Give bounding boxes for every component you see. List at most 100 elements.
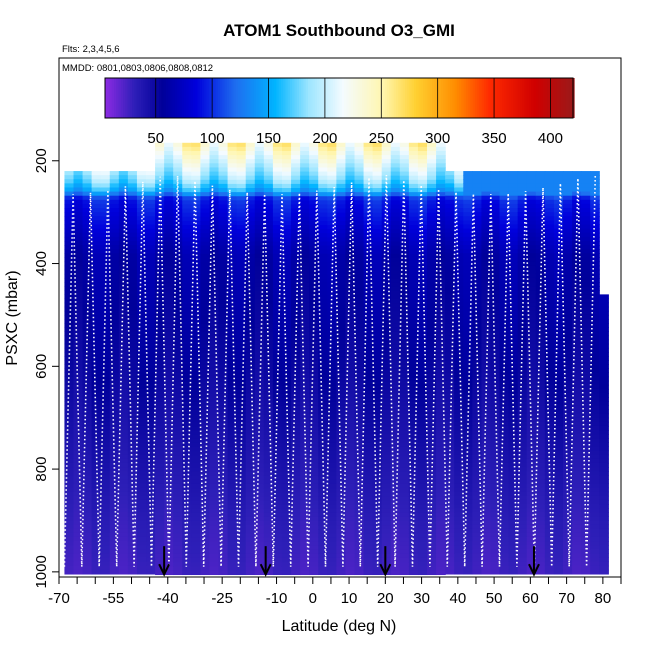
- heatmap-cell: [227, 496, 238, 502]
- heatmap-cell: [354, 336, 365, 341]
- heatmap-cell: [363, 364, 374, 370]
- heatmap-cell: [109, 545, 120, 550]
- heatmap-cell: [118, 331, 129, 337]
- heatmap-cell: [118, 356, 129, 361]
- heatmap-cell: [209, 146, 220, 152]
- heatmap-cell: [490, 195, 501, 201]
- heatmap-cell: [472, 175, 482, 180]
- heatmap-cell: [481, 175, 492, 180]
- heatmap-cell: [309, 557, 319, 563]
- heatmap-cell: [182, 245, 192, 251]
- heatmap-cell: [417, 159, 428, 164]
- heatmap-cell: [481, 335, 492, 341]
- heatmap-cell: [82, 343, 93, 349]
- heatmap-cell: [354, 446, 365, 452]
- heatmap-cell: [499, 409, 510, 415]
- heatmap-cell: [427, 385, 437, 391]
- heatmap-cell: [136, 183, 147, 189]
- heatmap-cell: [100, 212, 111, 217]
- heatmap-cell: [254, 508, 265, 514]
- heatmap-cell: [445, 273, 455, 279]
- heatmap-cell: [408, 257, 419, 263]
- heatmap-cell: [136, 310, 147, 316]
- heatmap-cell: [82, 220, 93, 226]
- heatmap-cell: [281, 319, 292, 325]
- heatmap-cell: [390, 196, 401, 201]
- heatmap-cell: [200, 549, 211, 555]
- heatmap-cell: [263, 311, 274, 317]
- heatmap-cell: [372, 204, 383, 210]
- heatmap-cell: [499, 277, 510, 283]
- heatmap-cell: [263, 196, 274, 201]
- heatmap-cell: [218, 344, 229, 349]
- heatmap-cell: [254, 438, 265, 444]
- heatmap-cell: [136, 553, 147, 559]
- heatmap-cell: [336, 525, 347, 530]
- heatmap-cell: [490, 508, 501, 513]
- heatmap-cell: [381, 266, 392, 271]
- heatmap-cell: [227, 553, 238, 559]
- heatmap-cell: [490, 561, 501, 567]
- heatmap-cell: [372, 401, 383, 407]
- heatmap-cell: [372, 303, 383, 308]
- heatmap-cell: [436, 233, 446, 238]
- heatmap-cell: [236, 237, 247, 243]
- heatmap-cell: [327, 299, 337, 304]
- heatmap-cell: [182, 336, 192, 341]
- heatmap-cell: [481, 541, 492, 546]
- heatmap-cell: [427, 463, 437, 469]
- heatmap-cell: [336, 237, 347, 243]
- heatmap-cell: [73, 212, 84, 217]
- heatmap-cell: [209, 512, 220, 518]
- heatmap-cell: [118, 467, 129, 472]
- heatmap-cell: [200, 512, 211, 518]
- heatmap-cell: [327, 200, 337, 206]
- heatmap-cell: [463, 269, 473, 275]
- heatmap-cell: [372, 225, 383, 230]
- heatmap-cell: [164, 537, 174, 543]
- heatmap-cell: [427, 237, 437, 243]
- heatmap-cell: [390, 467, 401, 473]
- heatmap-cell: [227, 426, 238, 432]
- heatmap-cell: [436, 525, 446, 530]
- heatmap-cell: [309, 533, 319, 539]
- heatmap-cell: [300, 274, 310, 280]
- heatmap-cell: [427, 290, 437, 296]
- heatmap-cell: [463, 360, 473, 365]
- heatmap-cell: [281, 146, 292, 152]
- heatmap-cell: [417, 179, 428, 185]
- heatmap-cell: [327, 319, 337, 325]
- heatmap-cell: [191, 311, 201, 317]
- heatmap-cell: [91, 203, 102, 209]
- heatmap-cell: [146, 339, 156, 345]
- heatmap-cell: [118, 479, 129, 485]
- heatmap-cell: [146, 499, 156, 505]
- heatmap-cell: [490, 224, 501, 230]
- heatmap-cell: [200, 151, 211, 156]
- heatmap-cell: [64, 479, 75, 485]
- heatmap-cell: [182, 356, 192, 362]
- heatmap-cell: [417, 500, 428, 506]
- heatmap-cell: [281, 229, 292, 234]
- heatmap-cell: [399, 463, 410, 469]
- heatmap-cell: [191, 451, 201, 456]
- heatmap-cell: [354, 393, 365, 399]
- heatmap-cell: [300, 377, 310, 382]
- heatmap-cell: [272, 451, 283, 456]
- heatmap-cell: [118, 536, 129, 542]
- heatmap-cell: [363, 286, 374, 292]
- heatmap-cell: [427, 520, 437, 526]
- heatmap-cell: [182, 278, 192, 284]
- heatmap-cell: [354, 163, 365, 169]
- heatmap-cell: [417, 167, 428, 173]
- heatmap-cell: [354, 307, 365, 312]
- heatmap-cell: [218, 422, 229, 428]
- heatmap-cell: [327, 216, 337, 222]
- heatmap-cell: [481, 216, 492, 221]
- heatmap-cell: [218, 566, 229, 571]
- heatmap-cell: [454, 212, 464, 217]
- heatmap-cell: [481, 446, 492, 452]
- heatmap-cell: [82, 261, 93, 267]
- heatmap-cell: [164, 327, 174, 333]
